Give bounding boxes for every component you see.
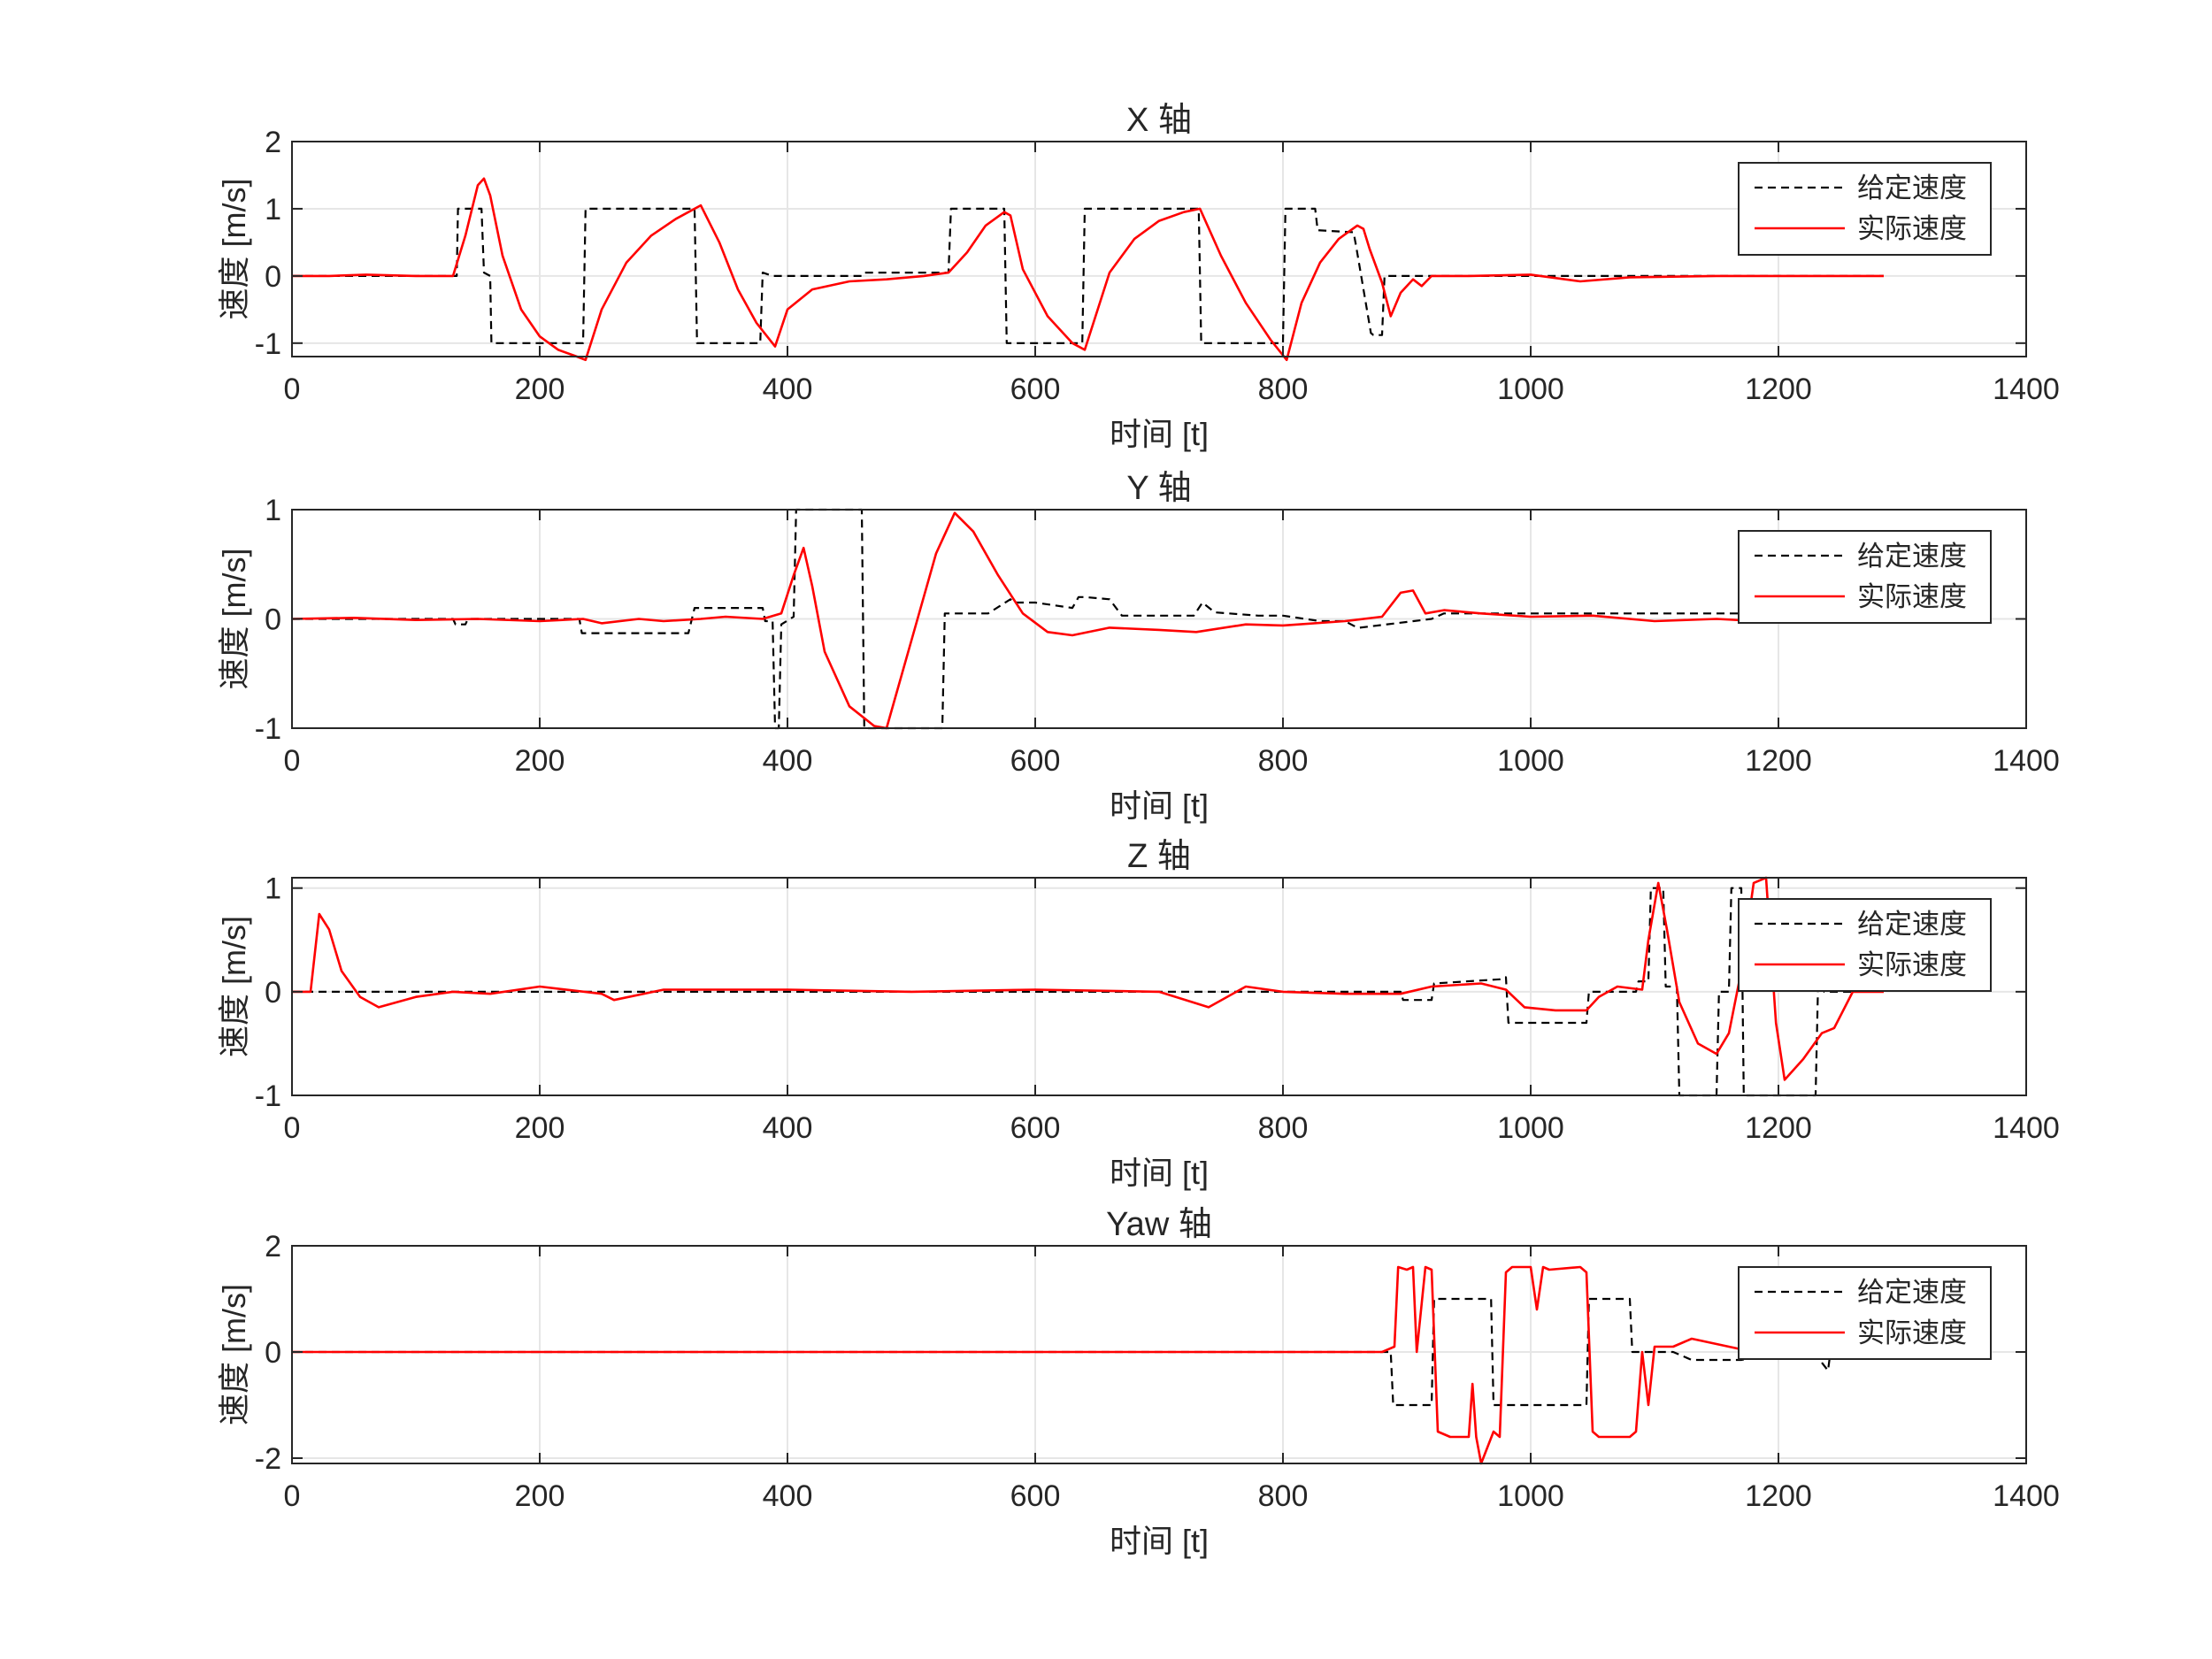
x-tick-label: 1000 <box>1497 373 1564 406</box>
x-tick-label: 0 <box>284 744 301 778</box>
x-tick-label: 400 <box>763 373 813 406</box>
axes-box <box>291 141 2027 357</box>
y-tick-label: 1 <box>265 872 281 906</box>
legend-label: 实际速度 <box>1857 1317 1967 1348</box>
x-axis-label: 时间 [t] <box>1110 787 1209 824</box>
x-axis-label: 时间 [t] <box>1110 1155 1209 1191</box>
y-tick-label: 0 <box>265 976 281 1010</box>
x-tick-label: 200 <box>515 744 565 778</box>
x-tick-label: 200 <box>515 1479 565 1513</box>
legend-label: 实际速度 <box>1857 213 1967 244</box>
x-tick-label: 400 <box>763 1479 813 1513</box>
x-tick-label: 1400 <box>1993 373 2060 406</box>
reference-speed-line <box>292 508 1884 730</box>
legend-label: 实际速度 <box>1857 581 1967 612</box>
x-tick-label: 1200 <box>1745 1111 1812 1145</box>
y-tick-label: -1 <box>255 1079 281 1113</box>
x-tick-label: 600 <box>1010 744 1061 778</box>
x-tick-label: 0 <box>284 1111 301 1145</box>
x-tick-label: 1200 <box>1745 744 1812 778</box>
y-tick-label: -1 <box>255 327 281 361</box>
x-tick-label: 0 <box>284 373 301 406</box>
y-tick-label: 0 <box>265 1336 281 1370</box>
actual-speed-line <box>292 1265 1885 1465</box>
y-tick-label: 1 <box>265 494 281 527</box>
reference-speed-line <box>292 1297 1884 1407</box>
x-tick-label: 1400 <box>1993 1111 2060 1145</box>
legend-box <box>1738 162 1992 256</box>
x-tick-label: 1200 <box>1745 373 1812 406</box>
legend-box <box>1738 898 1992 992</box>
y-tick-label: 2 <box>265 126 281 159</box>
x-tick-label: 800 <box>1258 1479 1309 1513</box>
x-tick-label: 0 <box>284 1479 301 1513</box>
subplot-title: X 轴 <box>1126 102 1192 139</box>
subplot-title: Z 轴 <box>1127 838 1191 875</box>
x-tick-label: 200 <box>515 1111 565 1145</box>
actual-speed-line <box>291 511 1885 730</box>
legend-label: 给定速度 <box>1857 1277 1967 1308</box>
x-tick-label: 1400 <box>1993 1479 2060 1513</box>
y-tick-label: -2 <box>255 1442 281 1476</box>
axes-box <box>291 1245 2027 1464</box>
subplot-title: Y 轴 <box>1126 470 1191 507</box>
legend-label: 实际速度 <box>1857 949 1967 980</box>
legend-box <box>1738 1266 1992 1360</box>
x-tick-label: 600 <box>1010 373 1061 406</box>
x-tick-label: 800 <box>1258 1111 1309 1145</box>
subplot-title: Yaw 轴 <box>1106 1206 1212 1243</box>
x-tick-label: 800 <box>1258 744 1309 778</box>
plot-area <box>292 1246 2026 1463</box>
x-tick-label: 1200 <box>1745 1479 1812 1513</box>
actual-speed-line <box>292 177 1884 362</box>
x-tick-label: 400 <box>763 744 813 778</box>
legend-label: 给定速度 <box>1857 909 1967 940</box>
y-axis-label: 速度 [m/s] <box>216 549 252 690</box>
y-tick-label: 0 <box>265 603 281 637</box>
y-axis-label: 速度 [m/s] <box>216 179 252 320</box>
actual-speed-line <box>292 876 1884 1081</box>
y-tick-label: -1 <box>255 712 281 746</box>
legend-box <box>1738 530 1992 624</box>
x-tick-label: 1000 <box>1497 1111 1564 1145</box>
x-tick-label: 800 <box>1258 373 1309 406</box>
axes-box <box>291 877 2027 1096</box>
y-axis-label: 速度 [m/s] <box>216 916 252 1057</box>
x-tick-label: 200 <box>515 373 565 406</box>
legend-label: 给定速度 <box>1857 173 1967 204</box>
x-tick-label: 1400 <box>1993 744 2060 778</box>
x-tick-label: 1000 <box>1497 744 1564 778</box>
y-tick-label: 0 <box>265 260 281 294</box>
y-tick-label: 2 <box>265 1230 281 1263</box>
x-tick-label: 1000 <box>1497 1479 1564 1513</box>
legend-label: 给定速度 <box>1857 541 1967 572</box>
y-axis-label: 速度 [m/s] <box>216 1284 252 1425</box>
x-axis-label: 时间 [t] <box>1110 1523 1209 1559</box>
x-tick-label: 600 <box>1010 1111 1061 1145</box>
y-tick-label: 1 <box>265 193 281 227</box>
plot-area <box>292 142 2026 357</box>
x-tick-label: 400 <box>763 1111 813 1145</box>
x-axis-label: 时间 [t] <box>1110 416 1209 452</box>
x-tick-label: 600 <box>1010 1479 1061 1513</box>
